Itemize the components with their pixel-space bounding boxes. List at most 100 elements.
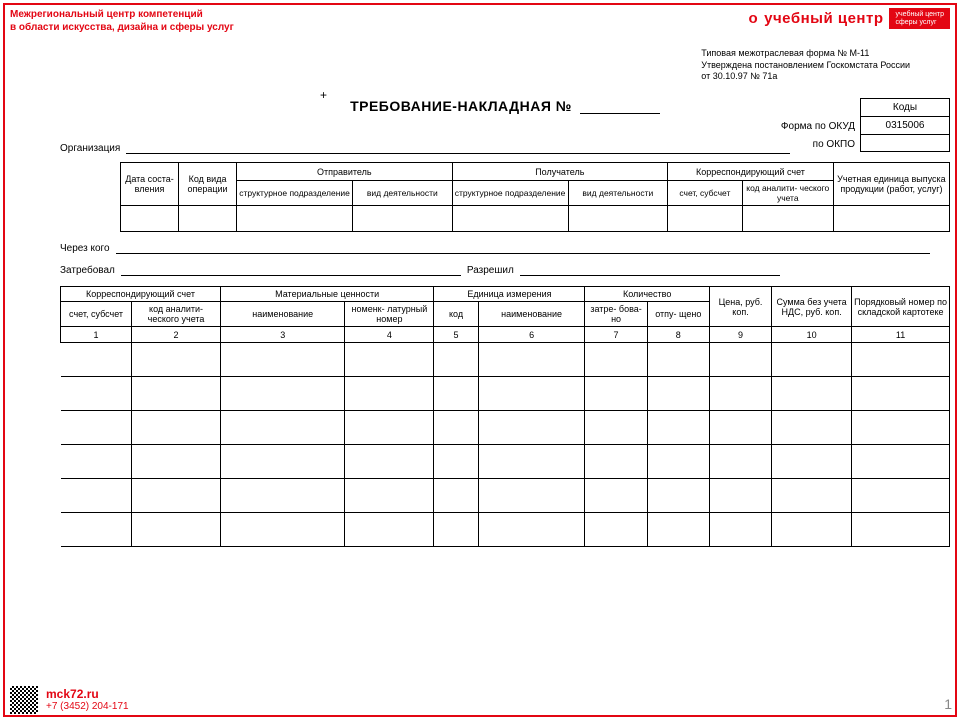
badge-l2: сферы услуг xyxy=(895,19,936,26)
t2-cell xyxy=(709,479,771,513)
t2-cell xyxy=(61,513,132,547)
approved-label: Разрешил xyxy=(467,265,514,276)
brand-right-prefix: о xyxy=(748,10,758,27)
brand-right: о учебный центр учебный центр сферы услу… xyxy=(748,8,950,29)
t2-colnum: 10 xyxy=(772,327,852,343)
t2-cell xyxy=(132,411,221,445)
t2-corr: Корреспондирующий счет xyxy=(61,287,221,302)
okpo-value xyxy=(861,135,949,151)
through-blank xyxy=(116,242,930,254)
t2-price: Цена, руб. коп. xyxy=(709,287,771,327)
t2-cell xyxy=(709,445,771,479)
request-row: Затребовал Разрешил xyxy=(60,264,950,276)
t2-cell xyxy=(132,343,221,377)
t2-acct: счет, субсчет xyxy=(61,302,132,327)
t1-recv-struct: структурное подразделение xyxy=(452,181,568,206)
t2-cell xyxy=(345,445,434,479)
t2-cell xyxy=(852,479,950,513)
t2-name: наименование xyxy=(221,302,345,327)
t2-cell xyxy=(345,513,434,547)
t2-cell xyxy=(61,479,132,513)
t2-unit: Единица измерения xyxy=(434,287,585,302)
t2-cell xyxy=(709,377,771,411)
t2-nomencl: номенк- латурный номер xyxy=(345,302,434,327)
t2-mat: Материальные ценности xyxy=(221,287,434,302)
t1-cell xyxy=(668,206,743,232)
t2-cell xyxy=(61,445,132,479)
t2-qrel: отпу- щено xyxy=(647,302,709,327)
t1-cell xyxy=(121,206,179,232)
t2-colnum: 1 xyxy=(61,327,132,343)
t2-colnum: 4 xyxy=(345,327,434,343)
t1-opcode: Код вида операции xyxy=(179,163,237,206)
t2-cell xyxy=(434,513,478,547)
t2-qty: Количество xyxy=(585,287,709,302)
t2-cell xyxy=(61,377,132,411)
t1-corr-acct: счет, субсчет xyxy=(668,181,743,206)
t1-cell xyxy=(237,206,353,232)
t2-cell xyxy=(221,445,345,479)
requested-label: Затребовал xyxy=(60,265,115,276)
t2-analytic: код аналити- ческого учета xyxy=(132,302,221,327)
t2-cell xyxy=(647,411,709,445)
t2-colnum: 9 xyxy=(709,327,771,343)
t2-cell xyxy=(434,411,478,445)
t2-cell xyxy=(772,513,852,547)
t1-sender: Отправитель xyxy=(237,163,453,181)
t2-cell xyxy=(345,377,434,411)
requested-blank xyxy=(121,264,461,276)
t2-cell xyxy=(647,479,709,513)
codes-box: Коды 0315006 xyxy=(860,98,950,152)
t2-uname: наименование xyxy=(478,302,585,327)
t1-cell xyxy=(833,206,949,232)
t2-cell xyxy=(61,411,132,445)
t2-qreq: затре- бова- но xyxy=(585,302,647,327)
t2-cell xyxy=(478,377,585,411)
t2-colnum: 7 xyxy=(585,327,647,343)
t2-cell xyxy=(585,479,647,513)
t2-cell xyxy=(772,343,852,377)
t2-cell xyxy=(772,445,852,479)
title-row: ТРЕБОВАНИЕ-НАКЛАДНАЯ № xyxy=(60,98,950,114)
t2-cell xyxy=(852,411,950,445)
approval-l2: Утверждена постановлением Госкомстата Ро… xyxy=(701,60,910,72)
t2-cell xyxy=(772,479,852,513)
t2-colnum: 5 xyxy=(434,327,478,343)
t2-cell xyxy=(478,479,585,513)
t2-cell xyxy=(434,445,478,479)
doc-number-blank xyxy=(580,100,660,114)
t1-sender-struct: структурное подразделение xyxy=(237,181,353,206)
t2-cell xyxy=(345,479,434,513)
t2-cell xyxy=(434,343,478,377)
t2-cell xyxy=(221,377,345,411)
t1-sender-act: вид деятельности xyxy=(353,181,452,206)
t1-cell xyxy=(452,206,568,232)
brand-footer: mck72.ru +7 (3452) 204-171 xyxy=(10,686,129,714)
t1-corr-analytic: код аналити- ческого учета xyxy=(742,181,833,206)
t2-cell xyxy=(132,377,221,411)
codes-header: Коды xyxy=(861,99,949,117)
t1-cell xyxy=(568,206,667,232)
t2-cell xyxy=(772,377,852,411)
t2-cell xyxy=(478,411,585,445)
items-table: Корреспондирующий счет Материальные ценн… xyxy=(60,286,950,547)
t1-date: Дата соста- вления xyxy=(121,163,179,206)
approval-l1: Типовая межотраслевая форма № М-11 xyxy=(701,48,910,60)
t2-colnum: 8 xyxy=(647,327,709,343)
t1-recv-act: вид деятельности xyxy=(568,181,667,206)
t2-cell xyxy=(478,343,585,377)
document-body: Типовая межотраслевая форма № М-11 Утвер… xyxy=(60,48,950,547)
t2-cell xyxy=(709,513,771,547)
brand-left-line1: Межрегиональный центр компетенций xyxy=(10,8,234,21)
t2-cell xyxy=(585,343,647,377)
t2-colnum: 3 xyxy=(221,327,345,343)
footer-text: mck72.ru +7 (3452) 204-171 xyxy=(46,687,129,713)
t2-cell xyxy=(221,513,345,547)
t2-cell xyxy=(852,445,950,479)
brand-header: Межрегиональный центр компетенций в обла… xyxy=(10,8,950,34)
t2-cell xyxy=(221,343,345,377)
t2-cell xyxy=(709,411,771,445)
t2-code: код xyxy=(434,302,478,327)
brand-left-line2: в области искусства, дизайна и сферы усл… xyxy=(10,21,234,34)
through-label: Через кого xyxy=(60,243,110,254)
